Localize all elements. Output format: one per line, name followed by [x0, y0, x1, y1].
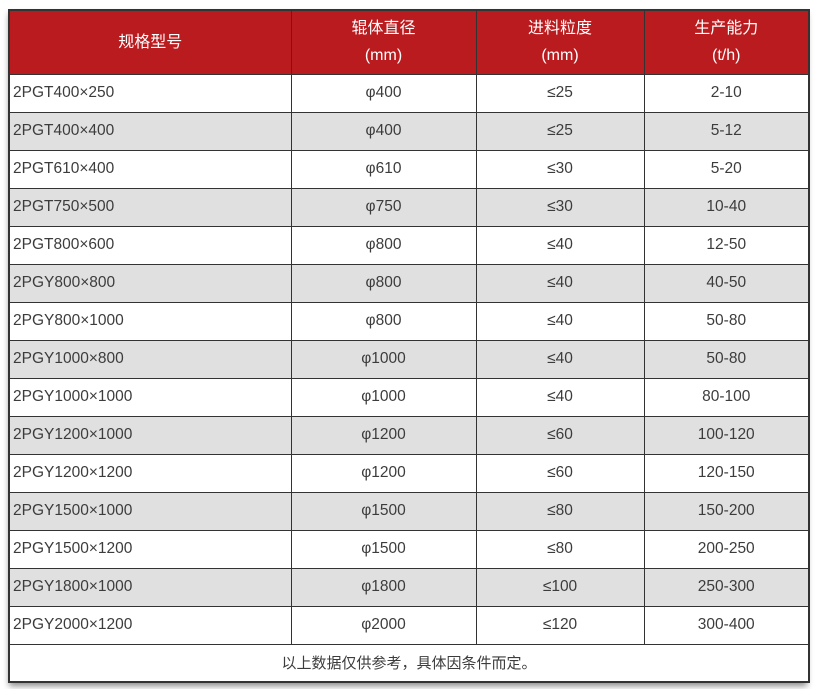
table-row: 2PGY1200×1200 φ1200 ≤60 120-150	[8, 453, 810, 493]
table-row: 2PGY1000×1000 φ1000 ≤40 80-100	[8, 377, 810, 417]
cell-diameter: φ2000	[290, 605, 477, 645]
cell-feed-size: ≤40	[475, 301, 645, 341]
cell-model: 2PGY1000×800	[8, 339, 292, 379]
cell-capacity: 5-20	[643, 149, 810, 189]
spec-table-header: 规格型号 辊体直径 (mm) 进料粒度 (mm) 生产能力 (t/h)	[8, 9, 810, 75]
cell-capacity: 150-200	[643, 491, 810, 531]
cell-diameter: φ800	[290, 301, 477, 341]
cell-model: 2PGT750×500	[8, 187, 292, 227]
cell-model: 2PGY1000×1000	[8, 377, 292, 417]
cell-diameter: φ750	[290, 187, 477, 227]
cell-feed-size: ≤25	[475, 73, 645, 113]
cell-diameter: φ1200	[290, 415, 477, 455]
table-row: 2PGT400×400 φ400 ≤25 5-12	[8, 111, 810, 151]
spec-table-footer: 以上数据仅供参考，具体因条件而定。	[8, 643, 810, 683]
column-header-model: 规格型号	[8, 9, 292, 75]
cell-feed-size: ≤80	[475, 529, 645, 569]
cell-capacity: 50-80	[643, 339, 810, 379]
column-header-roller-diameter: 辊体直径 (mm)	[290, 9, 477, 75]
cell-diameter: φ800	[290, 263, 477, 303]
cell-diameter: φ610	[290, 149, 477, 189]
cell-capacity: 40-50	[643, 263, 810, 303]
spec-table-body: 2PGT400×250 φ400 ≤25 2-10 2PGT400×400 φ400 ≤25…	[8, 73, 810, 645]
cell-diameter: φ1500	[290, 529, 477, 569]
cell-capacity: 10-40	[643, 187, 810, 227]
cell-diameter: φ1800	[290, 567, 477, 607]
table-row: 2PGT400×250 φ400 ≤25 2-10	[8, 73, 810, 113]
cell-feed-size: ≤100	[475, 567, 645, 607]
spec-table: 规格型号 辊体直径 (mm) 进料粒度 (mm) 生产能力 (t/h) 2PGT…	[8, 9, 810, 683]
table-row: 2PGT800×600 φ800 ≤40 12-50	[8, 225, 810, 265]
spec-table-container: 规格型号 辊体直径 (mm) 进料粒度 (mm) 生产能力 (t/h) 2PGT…	[8, 9, 810, 683]
cell-model: 2PGT400×400	[8, 111, 292, 151]
cell-model: 2PGY1800×1000	[8, 567, 292, 607]
cell-feed-size: ≤60	[475, 453, 645, 493]
cell-capacity: 120-150	[643, 453, 810, 493]
cell-model: 2PGY1200×1200	[8, 453, 292, 493]
cell-diameter: φ1200	[290, 453, 477, 493]
cell-model: 2PGT800×600	[8, 225, 292, 265]
column-header-roller-diameter-label: 辊体直径	[351, 20, 416, 38]
cell-diameter: φ400	[290, 73, 477, 113]
table-footnote: 以上数据仅供参考，具体因条件而定。	[8, 643, 810, 683]
cell-model: 2PGY800×800	[8, 263, 292, 303]
table-row: 2PGY1500×1200 φ1500 ≤80 200-250	[8, 529, 810, 569]
cell-feed-size: ≤25	[475, 111, 645, 151]
cell-feed-size: ≤120	[475, 605, 645, 645]
column-header-roller-diameter-unit: (mm)	[364, 47, 403, 65]
column-header-capacity: 生产能力 (t/h)	[643, 9, 810, 75]
cell-capacity: 300-400	[643, 605, 810, 645]
header-row: 规格型号 辊体直径 (mm) 进料粒度 (mm) 生产能力 (t/h)	[8, 9, 810, 75]
cell-model: 2PGY1500×1000	[8, 491, 292, 531]
cell-feed-size: ≤30	[475, 149, 645, 189]
cell-feed-size: ≤40	[475, 377, 645, 417]
table-row: 2PGY800×800 φ800 ≤40 40-50	[8, 263, 810, 303]
table-row: 2PGT610×400 φ610 ≤30 5-20	[8, 149, 810, 189]
cell-capacity: 200-250	[643, 529, 810, 569]
table-row: 2PGY1800×1000 φ1800 ≤100 250-300	[8, 567, 810, 607]
cell-capacity: 5-12	[643, 111, 810, 151]
column-header-capacity-label: 生产能力	[694, 20, 759, 38]
cell-model: 2PGY2000×1200	[8, 605, 292, 645]
table-row: 2PGY1500×1000 φ1500 ≤80 150-200	[8, 491, 810, 531]
cell-model: 2PGY1500×1200	[8, 529, 292, 569]
table-row: 2PGY1200×1000 φ1200 ≤60 100-120	[8, 415, 810, 455]
cell-diameter: φ1000	[290, 339, 477, 379]
cell-model: 2PGY800×1000	[8, 301, 292, 341]
cell-diameter: φ400	[290, 111, 477, 151]
cell-capacity: 2-10	[643, 73, 810, 113]
cell-capacity: 100-120	[643, 415, 810, 455]
column-header-capacity-unit: (t/h)	[712, 47, 741, 65]
cell-feed-size: ≤60	[475, 415, 645, 455]
cell-feed-size: ≤40	[475, 263, 645, 303]
cell-model: 2PGY1200×1000	[8, 415, 292, 455]
cell-diameter: φ800	[290, 225, 477, 265]
column-header-feed-size-label: 进料粒度	[527, 20, 592, 38]
footnote-row: 以上数据仅供参考，具体因条件而定。	[8, 643, 810, 683]
table-row: 2PGY2000×1200 φ2000 ≤120 300-400	[8, 605, 810, 645]
cell-feed-size: ≤40	[475, 225, 645, 265]
cell-model: 2PGT400×250	[8, 73, 292, 113]
column-header-model-label: 规格型号	[118, 33, 183, 51]
table-row: 2PGY1000×800 φ1000 ≤40 50-80	[8, 339, 810, 379]
cell-capacity: 12-50	[643, 225, 810, 265]
cell-diameter: φ1500	[290, 491, 477, 531]
cell-capacity: 80-100	[643, 377, 810, 417]
cell-capacity: 250-300	[643, 567, 810, 607]
cell-feed-size: ≤30	[475, 187, 645, 227]
cell-feed-size: ≤80	[475, 491, 645, 531]
column-header-feed-size-unit: (mm)	[541, 47, 579, 65]
column-header-feed-size: 进料粒度 (mm)	[475, 9, 645, 75]
cell-diameter: φ1000	[290, 377, 477, 417]
cell-feed-size: ≤40	[475, 339, 645, 379]
cell-model: 2PGT610×400	[8, 149, 292, 189]
table-row: 2PGY800×1000 φ800 ≤40 50-80	[8, 301, 810, 341]
table-row: 2PGT750×500 φ750 ≤30 10-40	[8, 187, 810, 227]
cell-capacity: 50-80	[643, 301, 810, 341]
